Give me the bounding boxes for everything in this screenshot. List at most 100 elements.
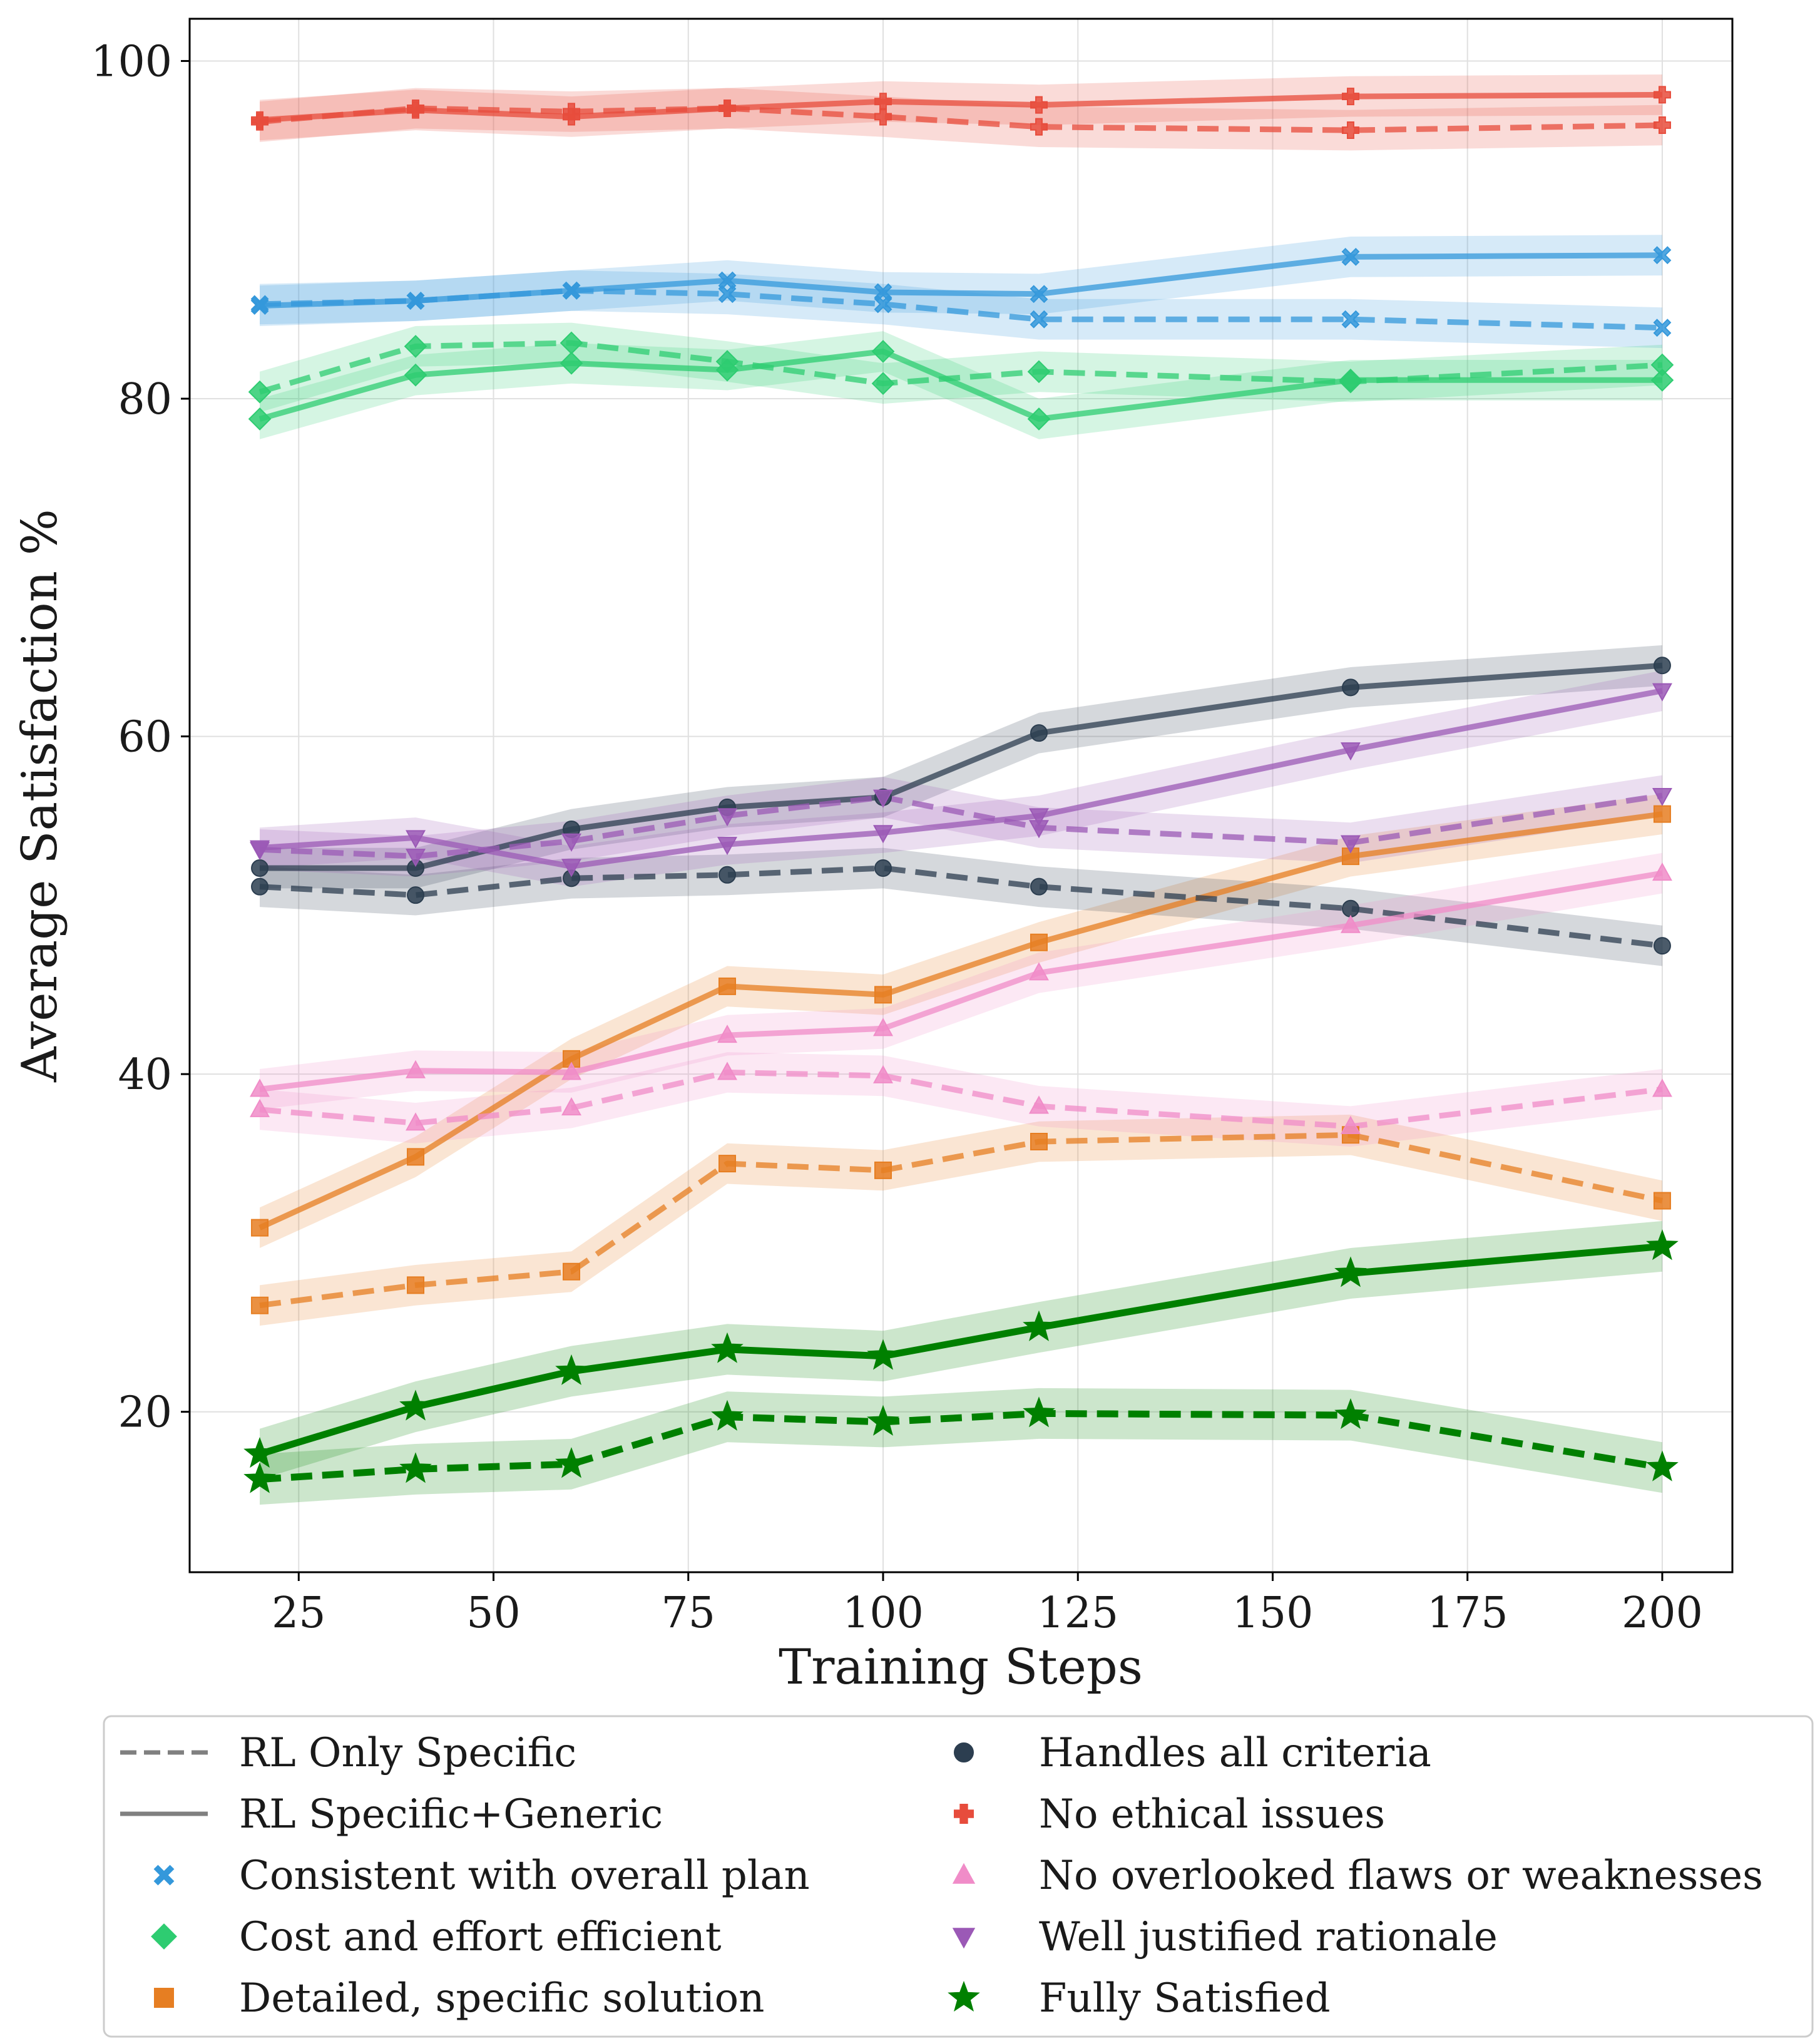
marker-detailed-specific-solution-generic	[1030, 933, 1048, 951]
marker-detailed-specific-solution-generic	[1653, 805, 1671, 823]
band-fully-satisfied-specific	[260, 1388, 1662, 1505]
marker-fully-satisfied-specific	[711, 1399, 744, 1431]
x-tick-label: 50	[466, 1588, 521, 1638]
marker-no-overlooked-flaws-or-weaknesses-generic	[1340, 914, 1361, 933]
legend-marker-no-overlooked-flaws-or-weaknesses	[952, 1863, 976, 1884]
marker-handles-all-criteria-specific	[1653, 937, 1671, 955]
legend-label-no-overlooked-flaws-or-weaknesses: No overlooked flaws or weaknesses	[1039, 1853, 1763, 1899]
legend-label-cost-and-effort-efficient: Cost and effort efficient	[239, 1914, 722, 1960]
marker-no-overlooked-flaws-or-weaknesses-generic	[1652, 862, 1672, 881]
marker-detailed-specific-solution-generic	[251, 1219, 269, 1237]
marker-handles-all-criteria-generic	[1341, 678, 1359, 697]
marker-cost-and-effort-efficient-generic	[1650, 369, 1674, 392]
marker-fully-satisfied-generic	[711, 1332, 744, 1363]
y-tick-label: 40	[118, 1050, 172, 1100]
marker-cost-and-effort-efficient-generic	[1027, 407, 1051, 431]
marker-detailed-specific-solution-specific	[874, 1161, 892, 1179]
x-tick-label: 75	[662, 1588, 716, 1638]
marker-well-justified-rationale-specific	[1652, 787, 1672, 807]
line-detailed-specific-solution-specific	[259, 1132, 1663, 1309]
marker-detailed-specific-solution-generic	[407, 1148, 425, 1166]
marker-no-overlooked-flaws-or-weaknesses-specific	[1340, 1115, 1361, 1134]
marker-handles-all-criteria-generic	[251, 859, 269, 877]
marker-detailed-specific-solution-specific	[251, 1296, 269, 1314]
marker-well-justified-rationale-generic	[406, 830, 426, 849]
line-consistent-with-overall-plan-specific	[259, 287, 1663, 331]
marker-detailed-specific-solution-generic	[563, 1050, 581, 1068]
marker-well-justified-rationale-specific	[1340, 835, 1361, 854]
marker-no-overlooked-flaws-or-weaknesses-generic	[406, 1060, 426, 1078]
marker-detailed-specific-solution-specific	[563, 1262, 581, 1281]
marker-fully-satisfied-specific	[1023, 1396, 1055, 1428]
series-markers	[243, 86, 1679, 1493]
x-tick-label: 175	[1427, 1588, 1508, 1638]
marker-no-overlooked-flaws-or-weaknesses-specific	[406, 1112, 426, 1131]
legend-marker-fully-satisfied	[948, 1980, 980, 2012]
line-cost-and-effort-efficient-specific	[258, 340, 1663, 395]
marker-consistent-with-overall-plan-generic	[562, 281, 581, 300]
marker-no-ethical-issues-generic	[407, 101, 425, 119]
band-detailed-specific-solution-generic	[260, 794, 1662, 1248]
line-handles-all-criteria-specific	[259, 865, 1663, 949]
marker-handles-all-criteria-specific	[563, 869, 581, 888]
marker-no-overlooked-flaws-or-weaknesses-specific	[1652, 1078, 1672, 1097]
marker-no-ethical-issues-specific	[1341, 121, 1359, 140]
marker-consistent-with-overall-plan-generic	[250, 297, 269, 315]
marker-consistent-with-overall-plan-generic	[718, 271, 737, 290]
marker-fully-satisfied-generic	[555, 1354, 588, 1385]
marker-no-ethical-issues-specific	[1653, 116, 1671, 134]
line-detailed-specific-solution-generic	[258, 811, 1663, 1230]
marker-no-overlooked-flaws-or-weaknesses-specific	[873, 1065, 894, 1083]
y-tick-label: 20	[118, 1388, 172, 1438]
marker-cost-and-effort-efficient-generic	[404, 363, 427, 387]
marker-handles-all-criteria-generic	[1030, 724, 1048, 742]
marker-well-justified-rationale-generic	[1652, 683, 1672, 702]
legend-label-rl-specific-generic: RL Specific+Generic	[239, 1791, 663, 1838]
x-tick-label: 125	[1037, 1588, 1118, 1638]
marker-well-justified-rationale-generic	[561, 859, 582, 877]
x-tick-label: 25	[272, 1588, 326, 1638]
marker-no-overlooked-flaws-or-weaknesses-generic	[250, 1078, 270, 1097]
band-fully-satisfied-generic	[260, 1220, 1662, 1480]
line-no-ethical-issues-specific	[259, 105, 1663, 133]
marker-handles-all-criteria-specific	[1341, 899, 1359, 918]
marker-no-ethical-issues-generic	[563, 108, 581, 126]
marker-fully-satisfied-specific	[555, 1447, 588, 1478]
marker-consistent-with-overall-plan-generic	[406, 292, 425, 310]
legend-marker-handles-all-criteria	[953, 1742, 974, 1762]
legend-label-handles-all-criteria: Handles all criteria	[1039, 1730, 1431, 1776]
marker-no-ethical-issues-generic	[1030, 96, 1048, 114]
series-lines	[258, 91, 1663, 1483]
band-well-justified-rationale-generic	[260, 670, 1662, 887]
marker-detailed-specific-solution-generic	[874, 986, 892, 1004]
line-no-overlooked-flaws-or-weaknesses-generic	[259, 870, 1663, 1092]
marker-fully-satisfied-specific	[867, 1404, 899, 1436]
marker-cost-and-effort-efficient-specific	[1027, 360, 1051, 384]
legend-marker-no-ethical-issues	[954, 1804, 974, 1824]
marker-fully-satisfied-generic	[867, 1339, 899, 1370]
marker-consistent-with-overall-plan-specific	[1653, 319, 1672, 337]
marker-cost-and-effort-efficient-generic	[248, 407, 272, 431]
y-tick-label: 80	[118, 375, 172, 424]
marker-no-ethical-issues-generic	[874, 93, 892, 111]
legend-label-rl-only-specific: RL Only Specific	[239, 1730, 576, 1776]
marker-cost-and-effort-efficient-generic	[1339, 369, 1362, 392]
line-fully-satisfied-specific	[259, 1409, 1663, 1483]
legend-marker-cost-and-effort-efficient	[151, 1923, 177, 1950]
marker-consistent-with-overall-plan-specific	[1030, 310, 1048, 329]
marker-well-justified-rationale-specific	[717, 808, 738, 827]
marker-fully-satisfied-specific	[1334, 1398, 1367, 1430]
marker-well-justified-rationale-generic	[717, 837, 738, 856]
line-consistent-with-overall-plan-generic	[259, 252, 1663, 309]
marker-cost-and-effort-efficient-generic	[715, 358, 739, 382]
marker-well-justified-rationale-specific	[406, 849, 426, 867]
band-no-overlooked-flaws-or-weaknesses-generic	[260, 852, 1662, 1110]
marker-fully-satisfied-specific	[399, 1452, 432, 1483]
marker-no-ethical-issues-generic	[251, 111, 269, 129]
y-tick-label: 100	[91, 37, 172, 86]
marker-no-ethical-issues-specific	[874, 108, 892, 126]
legend-marker-consistent-with-overall-plan	[153, 1865, 175, 1886]
legend-label-detailed-specific-solution: Detailed, specific solution	[239, 1975, 764, 2022]
band-no-ethical-issues-generic	[260, 74, 1662, 141]
